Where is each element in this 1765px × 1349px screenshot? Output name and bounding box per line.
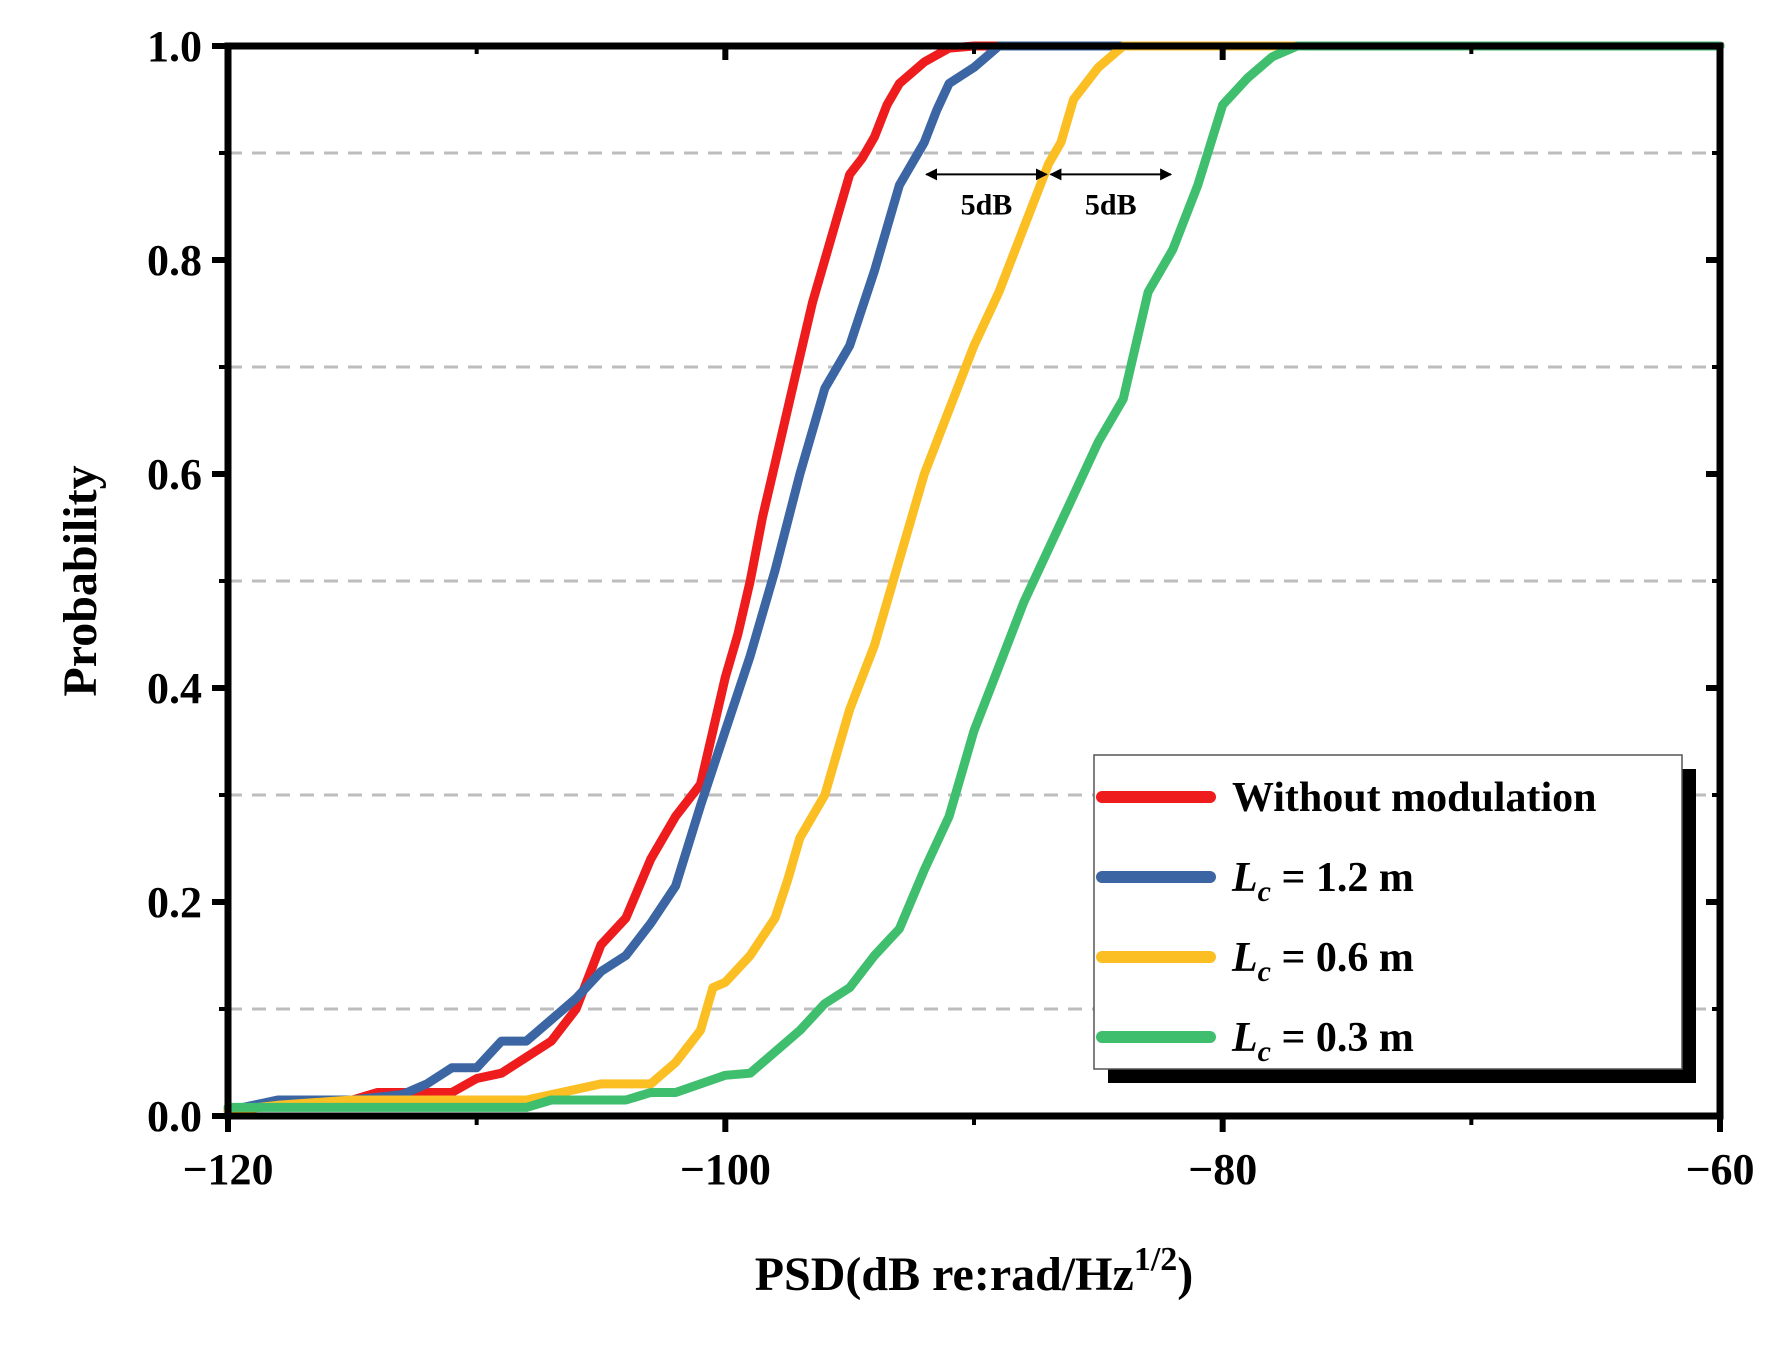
x-axis-title-end: ) (1177, 1248, 1193, 1301)
x-tick-label-2: −80 (1188, 1145, 1257, 1194)
y-tick-label-2: 0.4 (147, 664, 202, 713)
axis-ticks: −120 −100 −80 −60 0.0 0.2 0.4 0.6 0.8 1.0 (147, 22, 1755, 1194)
legend-label-3: Lc = 0.3 m (1231, 1015, 1414, 1068)
x-tick-label-0: −120 (182, 1145, 273, 1194)
series-line-1 (223, 41, 1725, 1116)
y-tick-label-5: 1.0 (147, 22, 202, 71)
legend-label-1: Lc = 1.2 m (1231, 855, 1414, 908)
legend-item-2: Lc = 0.6 m (1096, 935, 1414, 988)
legend-box (1093, 754, 1683, 1070)
legend-label-0: Without modulation (1232, 775, 1597, 821)
y-tick-label-0: 0.0 (147, 1092, 202, 1141)
x-axis-title-main: PSD(dB re:rad/Hz (755, 1248, 1134, 1301)
series-lines (223, 41, 1725, 1116)
y-tick-label-1: 0.2 (147, 878, 202, 927)
y-axis-title: Probability (54, 465, 107, 696)
series-line-0 (223, 41, 1725, 1116)
legend-item-1: Lc = 1.2 m (1096, 855, 1414, 908)
y-tick-label-3: 0.6 (147, 450, 202, 499)
y-tick-label-4: 0.8 (147, 236, 202, 285)
legend-label-2: Lc = 0.6 m (1231, 935, 1414, 988)
x-axis-title: PSD(dB re:rad/Hz1/2) (755, 1241, 1194, 1301)
x-tick-label-3: −60 (1685, 1145, 1754, 1194)
legend-item-0: Without modulation (1096, 775, 1597, 821)
annotation-label-0: 5dB (961, 188, 1013, 221)
x-axis-title-sup: 1/2 (1134, 1241, 1177, 1278)
legend: Without modulation Lc = 1.2 m Lc = 0.6 m Lc… (1093, 754, 1696, 1083)
legend-item-3: Lc = 0.3 m (1096, 1015, 1414, 1068)
x-tick-label-1: −100 (680, 1145, 771, 1194)
series-line-3 (223, 41, 1725, 1112)
series-line-2 (223, 41, 1725, 1116)
legend-items: Without modulation Lc = 1.2 m Lc = 0.6 m Lc… (1096, 775, 1597, 1068)
annotation-label-1: 5dB (1085, 188, 1137, 221)
annotations: 5dB 5dB (925, 168, 1173, 221)
gridlines (228, 151, 1720, 1011)
